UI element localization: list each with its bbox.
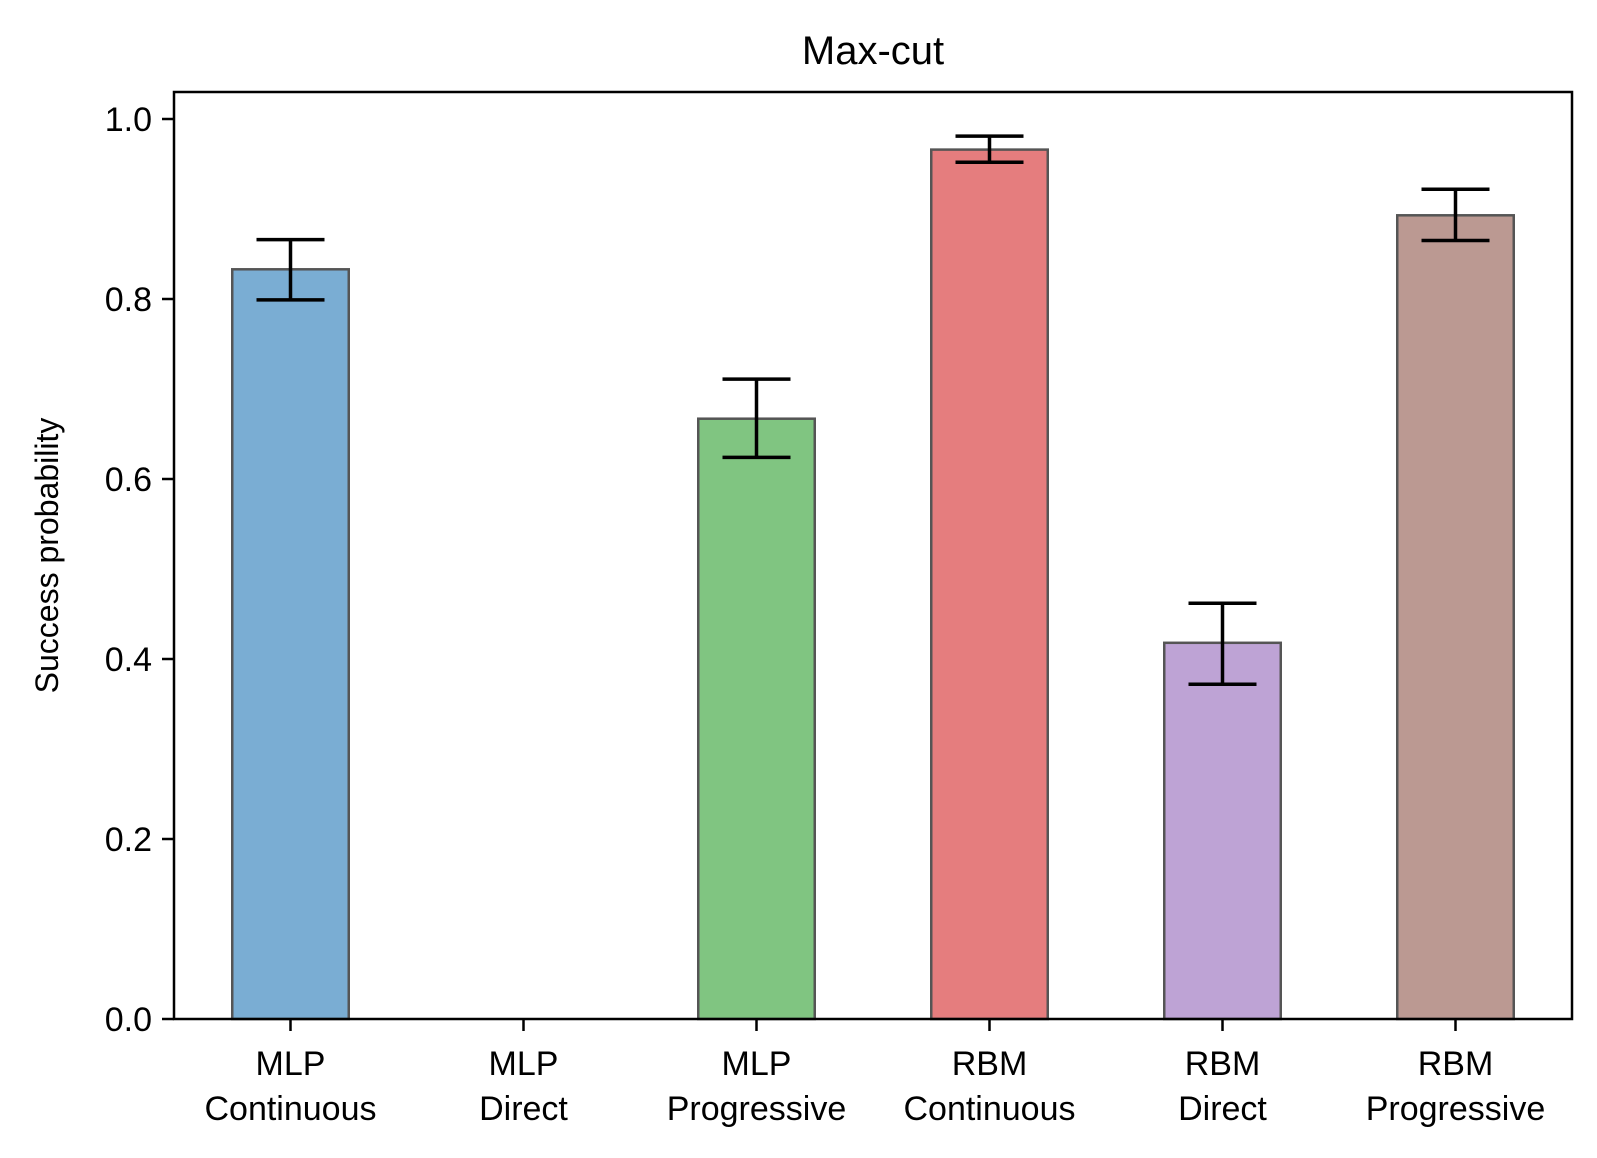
x-tick-label-line: RBM bbox=[1418, 1045, 1494, 1083]
x-tick-label: MLP Direct bbox=[479, 1045, 568, 1128]
x-tick-label-line: Direct bbox=[1178, 1090, 1267, 1128]
x-tick-label-line: MLP bbox=[722, 1045, 792, 1083]
x-tick-label-line: RBM bbox=[952, 1045, 1028, 1083]
bar-mlp-continuous bbox=[231, 268, 350, 1021]
chart-title: Max-cut bbox=[802, 29, 944, 73]
x-tick-label: RBM Continuous bbox=[903, 1045, 1075, 1128]
y-tick-label: 1.0 bbox=[105, 101, 152, 139]
x-tick-label-line: Continuous bbox=[903, 1090, 1075, 1128]
bar-rbm-direct bbox=[1163, 641, 1282, 1021]
x-tick-label-line: Direct bbox=[479, 1090, 568, 1128]
y-tick-label: 0.2 bbox=[105, 821, 152, 859]
x-tick-label-line: MLP bbox=[489, 1045, 559, 1083]
y-tick-label: 0.4 bbox=[105, 641, 152, 679]
x-tick-label: RBM Direct bbox=[1178, 1045, 1267, 1128]
x-tick-label: RBM Progressive bbox=[1366, 1045, 1546, 1128]
x-tick-label-line: MLP bbox=[256, 1045, 326, 1083]
x-tick-label-line: Progressive bbox=[1366, 1090, 1546, 1128]
plot-frame bbox=[172, 90, 1574, 1021]
x-tick-label: MLP Progressive bbox=[667, 1045, 847, 1128]
y-tick-label: 0.8 bbox=[105, 281, 152, 319]
y-tick-label: 0.0 bbox=[105, 1001, 152, 1039]
y-axis-label: Success probability bbox=[29, 418, 65, 694]
x-tick-label-line: Progressive bbox=[667, 1090, 847, 1128]
x-tick-label: MLP Continuous bbox=[204, 1045, 376, 1128]
bar-rbm-continuous bbox=[930, 148, 1049, 1021]
x-tick-label-line: RBM bbox=[1185, 1045, 1261, 1083]
y-tick-label: 0.6 bbox=[105, 461, 152, 499]
bar-rbm-progressive bbox=[1396, 214, 1515, 1021]
bar-mlp-progressive bbox=[697, 417, 816, 1021]
x-tick-label-line: Continuous bbox=[204, 1090, 376, 1128]
